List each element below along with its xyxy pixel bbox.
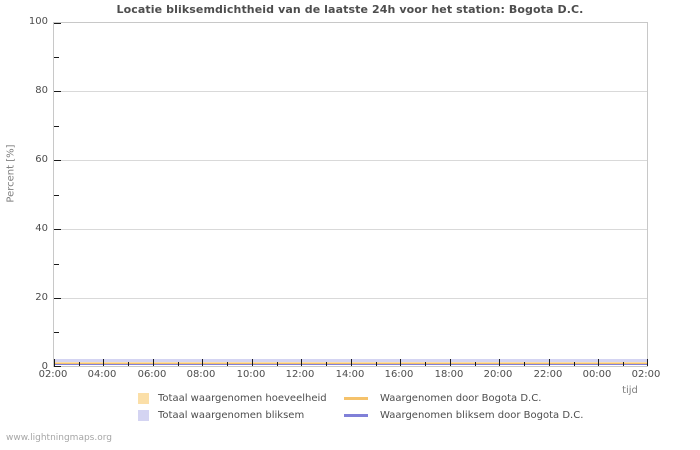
x-tick-label: 06:00 xyxy=(137,369,167,380)
x-tick-major xyxy=(400,359,401,366)
y-tick-minor xyxy=(54,264,59,265)
y-axis-title: Percent [%] xyxy=(5,144,17,203)
x-tick-minor xyxy=(623,362,624,366)
y-tick-minor xyxy=(54,195,59,196)
x-tick-label: 02:00 xyxy=(38,369,68,380)
y-axis-labels: 100 80 60 40 20 0 xyxy=(0,17,48,372)
y-tick-major xyxy=(54,91,61,92)
legend-label: Waargenomen door Bogota D.C. xyxy=(380,392,542,404)
x-tick-minor xyxy=(128,362,129,366)
x-tick-label: 18:00 xyxy=(434,369,464,380)
y-tick-major xyxy=(54,298,61,299)
x-axis-title: tijd xyxy=(622,385,638,396)
x-tick-major xyxy=(153,359,154,366)
x-tick-minor xyxy=(326,362,327,366)
x-tick-major xyxy=(252,359,253,366)
chart-legend: Totaal waargenomen hoeveelheid Totaal wa… xyxy=(138,391,598,425)
x-tick-label: 16:00 xyxy=(384,369,414,380)
x-tick-label: 10:00 xyxy=(236,369,266,380)
x-tick-minor xyxy=(79,362,80,366)
x-tick-major xyxy=(549,359,550,366)
x-tick-minor xyxy=(227,362,228,366)
gridline-80 xyxy=(54,91,647,92)
y-tick-major xyxy=(54,23,61,24)
x-tick-major xyxy=(54,359,55,366)
legend-line-icon xyxy=(344,396,368,400)
y-tick-major xyxy=(54,160,61,161)
x-tick-minor xyxy=(475,362,476,366)
x-tick-label: 08:00 xyxy=(186,369,216,380)
legend-item-totaal-waargenomen-bliksem[interactable]: Totaal waargenomen bliksem xyxy=(138,408,304,422)
gridline-20 xyxy=(54,298,647,299)
x-tick-label: 22:00 xyxy=(533,369,563,380)
x-tick-minor xyxy=(277,362,278,366)
series-line-waargenomen-door-station xyxy=(54,363,647,364)
y-tick-label: 100 xyxy=(28,16,48,27)
y-tick-label: 0 xyxy=(41,361,48,372)
x-tick-label: 04:00 xyxy=(87,369,117,380)
legend-label: Totaal waargenomen bliksem xyxy=(158,409,305,421)
y-tick-minor xyxy=(54,332,59,333)
y-tick-major xyxy=(54,229,61,230)
y-tick-major xyxy=(54,366,61,367)
x-tick-minor xyxy=(178,362,179,366)
x-tick-major xyxy=(301,359,302,366)
x-tick-major xyxy=(202,359,203,366)
gridline-40 xyxy=(54,229,647,230)
series-line-waargenomen-bliksem-door-station xyxy=(54,364,647,365)
x-tick-minor xyxy=(574,362,575,366)
legend-line-icon xyxy=(344,413,368,417)
watermark-url: www.lightningmaps.org xyxy=(6,433,112,443)
x-tick-major xyxy=(647,359,648,366)
x-tick-minor xyxy=(524,362,525,366)
legend-label: Waargenomen bliksem door Bogota D.C. xyxy=(380,409,584,421)
legend-item-waargenomen-door-station[interactable]: Waargenomen door Bogota D.C. xyxy=(344,391,541,405)
x-tick-label: 12:00 xyxy=(285,369,315,380)
legend-swatch-icon xyxy=(138,392,149,404)
y-tick-minor xyxy=(54,126,59,127)
x-tick-major xyxy=(351,359,352,366)
x-tick-minor xyxy=(376,362,377,366)
x-tick-label: 14:00 xyxy=(335,369,365,380)
y-tick-label: 40 xyxy=(35,223,48,234)
x-tick-label: 00:00 xyxy=(582,369,612,380)
x-tick-major xyxy=(499,359,500,366)
x-tick-major xyxy=(450,359,451,366)
y-tick-label: 80 xyxy=(35,85,48,96)
x-tick-label: 20:00 xyxy=(483,369,513,380)
x-tick-label: 02:00 xyxy=(631,369,661,380)
x-axis-labels: 02:00 04:00 06:00 08:00 10:00 12:00 14:0… xyxy=(39,369,661,383)
y-tick-label: 20 xyxy=(35,292,48,303)
chart-title: Locatie bliksemdichtheid van de laatste … xyxy=(116,3,584,16)
y-tick-minor xyxy=(54,57,59,58)
x-tick-minor xyxy=(425,362,426,366)
legend-label: Totaal waargenomen hoeveelheid xyxy=(158,392,327,404)
y-tick-label: 60 xyxy=(35,154,48,165)
x-tick-major xyxy=(103,359,104,366)
plot-area xyxy=(53,22,648,367)
gridline-60 xyxy=(54,160,647,161)
legend-swatch-icon xyxy=(138,409,149,421)
legend-item-totaal-waargenomen-hoeveelheid[interactable]: Totaal waargenomen hoeveelheid xyxy=(138,391,327,405)
legend-item-waargenomen-bliksem-door-station[interactable]: Waargenomen bliksem door Bogota D.C. xyxy=(344,408,583,422)
x-tick-major xyxy=(598,359,599,366)
